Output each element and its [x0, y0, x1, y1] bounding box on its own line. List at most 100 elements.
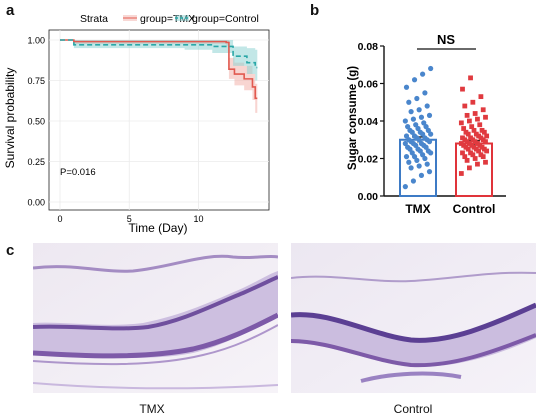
data-point: [463, 129, 469, 135]
data-point: [475, 161, 480, 167]
data-point: [414, 95, 420, 102]
data-point: [406, 99, 412, 105]
data-point: [483, 159, 488, 165]
data-point: [458, 171, 464, 176]
data-point: [468, 150, 473, 156]
panel-letter-b: b: [310, 2, 320, 19]
data-point: [458, 120, 464, 126]
data-point: [464, 157, 470, 163]
data-point: [420, 71, 426, 77]
data-point: [472, 156, 478, 161]
data-point: [418, 172, 425, 178]
data-point: [402, 140, 408, 147]
data-point: [468, 135, 473, 141]
data-point: [408, 165, 414, 171]
data-point: [426, 112, 433, 118]
y-tick-label: 0.50: [27, 117, 45, 127]
data-point: [407, 127, 413, 133]
data-point: [418, 140, 425, 147]
y-tick-label: 0.75: [27, 76, 45, 86]
data-point: [405, 144, 411, 150]
y-tick-label: 0.04: [358, 116, 379, 128]
data-point: [426, 169, 433, 175]
data-point: [403, 133, 410, 139]
y-axis: [380, 45, 506, 197]
y-tick-label: 0.06: [358, 79, 379, 91]
survival-chart: Strata group=TMX group=Control 0.000.250…: [3, 13, 270, 235]
y-tick-label: 0.00: [27, 198, 45, 208]
data-point: [415, 125, 421, 132]
panel-letter-c: c: [6, 242, 15, 259]
data-point: [460, 86, 465, 92]
data-point: [428, 131, 434, 137]
confidence-band-control: [60, 40, 258, 81]
x-tick-label: 10: [193, 214, 203, 224]
data-point: [472, 111, 478, 116]
y-axis-title: Survival probability: [3, 68, 17, 169]
data-point: [415, 146, 421, 152]
data-point: [477, 122, 483, 128]
data-point: [462, 154, 468, 160]
data-point: [402, 184, 408, 190]
y-tick-label: 0.25: [27, 157, 45, 167]
data-point: [460, 135, 465, 141]
data-point: [409, 150, 415, 156]
y-tick-label: 0.02: [358, 154, 379, 166]
survival-curve-control: [60, 39, 258, 69]
legend-label-control: group=Control: [192, 13, 259, 25]
data-point: [420, 152, 426, 158]
data-point: [473, 131, 479, 137]
grid: [49, 30, 269, 210]
data-point: [464, 112, 470, 118]
data-point: [406, 159, 412, 165]
data-point: [422, 90, 428, 96]
data-point: [484, 133, 490, 139]
survival-curve-tmx: [60, 39, 258, 100]
data-point: [413, 122, 419, 128]
data-point: [410, 116, 416, 122]
data-point: [411, 154, 418, 160]
data-point: [421, 120, 427, 126]
data-point: [411, 77, 418, 83]
p-value: P=0.016: [60, 167, 96, 178]
legend-title: Strata: [80, 13, 108, 25]
data-point: [483, 114, 488, 120]
data-point: [423, 124, 429, 130]
data-point: [406, 137, 412, 143]
caption-control: Control: [393, 402, 433, 416]
panel-letter-a: a: [6, 2, 15, 19]
data-point: [410, 178, 416, 184]
data-point: [425, 127, 431, 133]
data-point: [469, 124, 475, 130]
x-tick-labels: 0 5 10: [57, 214, 203, 224]
data-point: [411, 133, 418, 139]
data-point: [428, 65, 434, 72]
data-point: [408, 109, 414, 115]
y-tick-label: 1.00: [27, 36, 45, 46]
y-tick-labels: 0.00 0.25 0.50 0.75 1.00: [27, 36, 45, 208]
data-point: [425, 148, 431, 154]
data-point: [467, 165, 472, 171]
data-point: [480, 107, 486, 113]
x-tick-labels: TMX Control: [405, 202, 495, 216]
caption-tmx: TMX: [139, 402, 165, 416]
y-tick-label: 0.00: [358, 191, 379, 203]
confidence-bands: [60, 40, 258, 113]
data-point: [479, 127, 485, 133]
data-point: [417, 129, 423, 135]
data-point: [461, 126, 467, 131]
data-point: [416, 107, 422, 113]
x-tick-label: TMX: [405, 202, 430, 216]
micrograph-control: [291, 243, 536, 393]
data-point: [458, 141, 464, 146]
data-point: [403, 84, 410, 90]
data-point: [416, 163, 422, 169]
data-point: [468, 75, 473, 81]
data-point: [467, 118, 472, 124]
data-point: [475, 116, 480, 122]
data-point: [424, 103, 430, 109]
y-tick-label: 0.08: [358, 41, 379, 53]
data-point: [460, 150, 465, 156]
x-axis-title: Time (Day): [129, 221, 188, 235]
